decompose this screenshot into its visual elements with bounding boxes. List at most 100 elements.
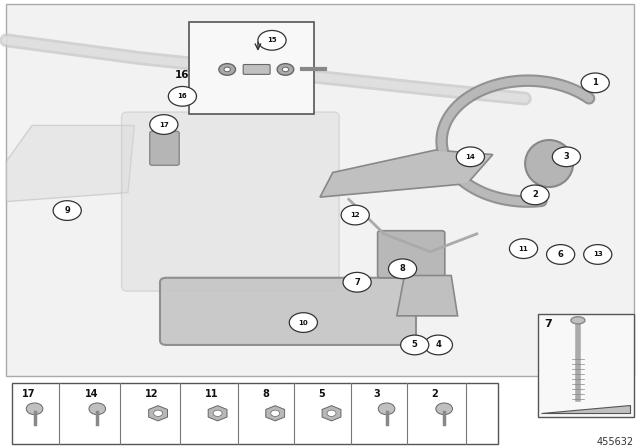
Point	[580, 386, 588, 392]
Point	[234, 380, 242, 386]
Polygon shape	[320, 150, 493, 197]
Circle shape	[456, 147, 484, 167]
Circle shape	[521, 185, 549, 205]
Circle shape	[150, 115, 178, 134]
Circle shape	[26, 403, 43, 415]
Text: 11: 11	[518, 246, 529, 252]
Circle shape	[327, 410, 336, 417]
Circle shape	[388, 259, 417, 279]
Point	[574, 396, 582, 401]
Ellipse shape	[277, 64, 294, 75]
Text: 12: 12	[145, 389, 159, 399]
Point	[291, 380, 298, 386]
FancyBboxPatch shape	[150, 131, 179, 165]
Point	[383, 409, 390, 415]
Circle shape	[401, 335, 429, 355]
Point	[568, 357, 575, 362]
FancyBboxPatch shape	[160, 278, 416, 345]
Point	[321, 67, 329, 72]
Point	[568, 386, 575, 392]
Circle shape	[213, 410, 222, 417]
Text: 11: 11	[205, 389, 218, 399]
Point	[116, 441, 124, 446]
Ellipse shape	[282, 67, 289, 72]
Text: 17: 17	[159, 121, 169, 128]
Text: 5: 5	[319, 389, 326, 399]
Polygon shape	[6, 125, 134, 202]
Point	[31, 409, 38, 415]
Point	[462, 441, 470, 446]
Point	[568, 366, 575, 372]
Point	[440, 422, 448, 427]
Circle shape	[341, 205, 369, 225]
Circle shape	[168, 86, 196, 106]
Point	[580, 371, 588, 377]
Text: 13: 13	[593, 251, 603, 258]
Text: 16: 16	[177, 93, 188, 99]
Text: 5: 5	[412, 340, 418, 349]
Circle shape	[547, 245, 575, 264]
Point	[568, 391, 575, 396]
Point	[291, 441, 298, 446]
FancyBboxPatch shape	[6, 4, 634, 376]
Text: 10: 10	[298, 319, 308, 326]
Text: 8: 8	[400, 264, 405, 273]
Circle shape	[343, 272, 371, 292]
Text: 6: 6	[557, 250, 564, 259]
Text: 9: 9	[65, 206, 70, 215]
Text: 7: 7	[355, 278, 360, 287]
Point	[568, 362, 575, 367]
Circle shape	[378, 403, 395, 415]
Circle shape	[552, 147, 580, 167]
Circle shape	[53, 201, 81, 220]
Circle shape	[89, 403, 106, 415]
Text: 3: 3	[564, 152, 569, 161]
Point	[440, 409, 448, 415]
Point	[116, 380, 124, 386]
FancyBboxPatch shape	[189, 22, 314, 114]
Circle shape	[436, 403, 452, 415]
Point	[177, 380, 184, 386]
FancyBboxPatch shape	[243, 65, 270, 74]
Point	[580, 366, 588, 372]
Circle shape	[154, 410, 163, 417]
FancyBboxPatch shape	[378, 231, 445, 278]
Circle shape	[289, 313, 317, 332]
Point	[55, 380, 63, 386]
Point	[568, 376, 575, 382]
Text: 15: 15	[267, 37, 277, 43]
Text: 2: 2	[532, 190, 538, 199]
Text: 1: 1	[592, 78, 598, 87]
FancyBboxPatch shape	[538, 314, 634, 417]
Point	[568, 371, 575, 377]
Point	[234, 441, 242, 446]
Text: 12: 12	[350, 212, 360, 218]
Text: 7: 7	[544, 319, 552, 329]
Circle shape	[584, 245, 612, 264]
Ellipse shape	[224, 67, 230, 72]
Point	[31, 422, 38, 427]
Point	[403, 380, 411, 386]
Point	[580, 381, 588, 387]
FancyBboxPatch shape	[122, 112, 339, 291]
Point	[568, 381, 575, 387]
Text: 14: 14	[465, 154, 476, 160]
Text: 16: 16	[175, 70, 189, 80]
Ellipse shape	[219, 64, 236, 75]
Text: 4: 4	[435, 340, 442, 349]
Point	[574, 322, 582, 327]
Point	[347, 441, 355, 446]
Ellipse shape	[571, 317, 585, 324]
Point	[462, 380, 470, 386]
Point	[93, 409, 101, 415]
Point	[580, 362, 588, 367]
Point	[403, 441, 411, 446]
Point	[580, 396, 588, 401]
Point	[383, 422, 390, 427]
Polygon shape	[541, 405, 630, 413]
Point	[93, 422, 101, 427]
Point	[580, 357, 588, 362]
Text: 2: 2	[431, 389, 438, 399]
Circle shape	[271, 410, 280, 417]
Polygon shape	[397, 276, 458, 316]
